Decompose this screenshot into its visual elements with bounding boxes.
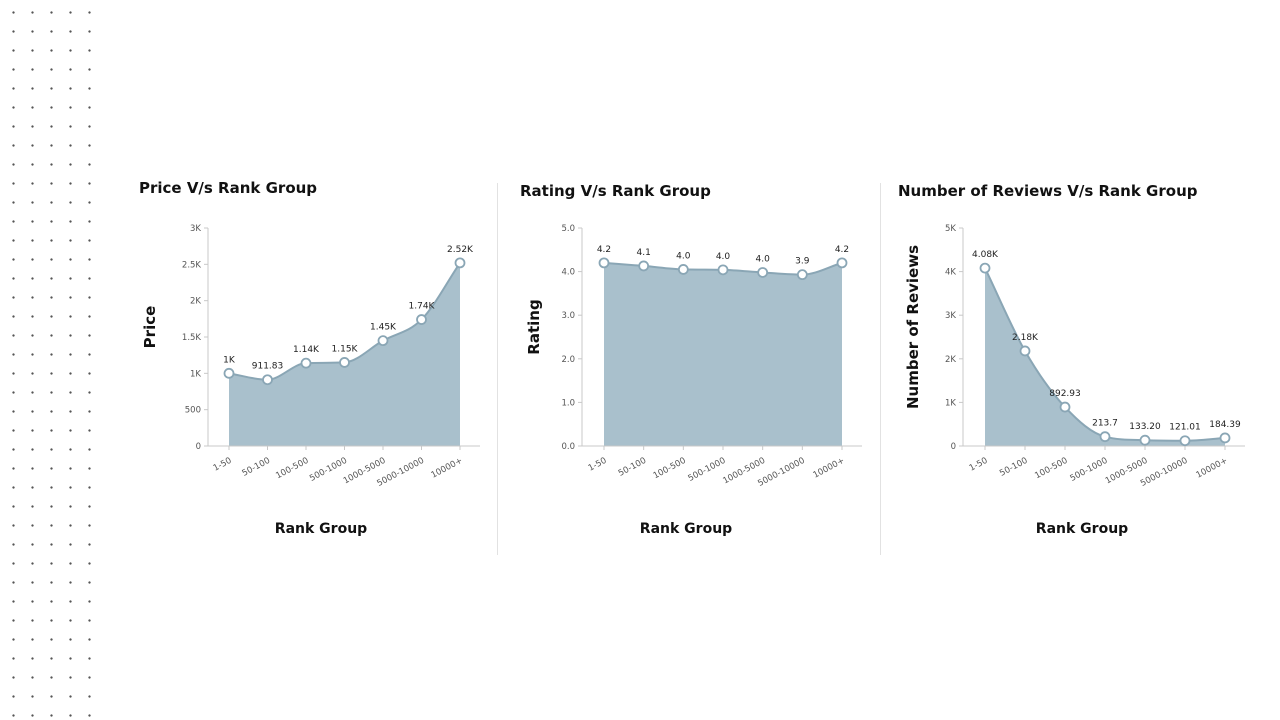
y-axis-title: Rating [525, 299, 543, 354]
y-tick-label: 1.0 [561, 398, 575, 408]
data-point [677, 264, 689, 275]
x-tick-label: 10000+ [430, 456, 465, 481]
series-area [985, 268, 1225, 446]
data-point [796, 269, 808, 281]
y-axis-title: Number of Reviews [904, 245, 922, 409]
data-point [1179, 435, 1191, 447]
decorative-dot-grid [0, 0, 100, 720]
data-label: 1K [223, 355, 236, 365]
x-tick-label: 100-500 [1033, 456, 1069, 482]
y-tick-label: 0 [196, 442, 201, 452]
panel-divider [880, 183, 881, 555]
data-point [223, 367, 235, 379]
data-point [262, 374, 273, 386]
y-tick-label: 4.0 [561, 268, 575, 278]
data-label: 2.18K [1012, 333, 1039, 343]
x-axis-title: Rank Group [1036, 521, 1128, 537]
data-label: 4.2 [835, 245, 849, 255]
data-label: 1.45K [370, 323, 397, 333]
y-tick-label: 2K [945, 355, 956, 365]
data-label: 2.52K [447, 245, 474, 255]
x-tick-label: 1-50 [587, 456, 609, 474]
data-point [757, 267, 769, 278]
x-axis-title: Rank Group [640, 521, 732, 537]
data-point [1139, 434, 1151, 446]
data-label: 4.0 [716, 252, 731, 262]
data-point [416, 314, 427, 325]
data-point [1019, 345, 1031, 357]
y-tick-label: 0 [951, 442, 956, 452]
y-tick-label: 3K [945, 311, 956, 321]
chart-title-reviews: Number of Reviews V/s Rank Group [898, 182, 1198, 200]
data-label: 911.83 [252, 362, 284, 372]
x-axis-title: Rank Group [275, 521, 367, 537]
data-label: 1.14K [293, 345, 320, 355]
data-point [1219, 432, 1231, 444]
data-point [377, 335, 389, 347]
data-point [836, 257, 848, 269]
chart-title-rating: Rating V/s Rank Group [520, 182, 711, 200]
y-axis-title: Price [141, 306, 159, 349]
data-label: 213.7 [1092, 419, 1118, 429]
data-point [1099, 431, 1111, 443]
y-tick-label: 4K [945, 268, 956, 278]
data-point [300, 357, 312, 369]
y-tick-label: 1.5K [182, 333, 202, 343]
y-tick-label: 3K [190, 224, 201, 234]
x-tick-label: 50-100 [241, 456, 272, 479]
x-tick-label: 500-1000 [1069, 456, 1110, 484]
data-label: 3.9 [795, 257, 810, 267]
x-tick-label: 1-50 [212, 456, 234, 474]
data-point [717, 264, 729, 276]
chart-title-price: Price V/s Rank Group [139, 179, 318, 197]
y-tick-label: 5K [945, 224, 956, 234]
data-point [598, 257, 610, 269]
data-label: 4.1 [637, 248, 651, 258]
series-area [229, 262, 460, 446]
data-point [339, 357, 350, 368]
x-tick-label: 10000+ [1195, 456, 1230, 481]
y-tick-label: 500 [185, 406, 201, 416]
x-tick-label: 50-100 [617, 456, 648, 479]
data-point [1059, 401, 1071, 413]
x-tick-label: 1-50 [968, 456, 990, 474]
data-label: 4.2 [597, 245, 611, 255]
data-label: 4.0 [676, 251, 691, 261]
data-point [979, 262, 991, 274]
data-point [454, 257, 466, 269]
data-label: 1.74K [409, 302, 436, 312]
x-tick-label: 100-500 [274, 456, 310, 482]
y-tick-label: 0.0 [561, 442, 575, 452]
data-label: 121.01 [1169, 423, 1201, 433]
panel-divider [497, 183, 498, 555]
data-label: 892.93 [1049, 389, 1081, 399]
x-tick-label: 100-500 [652, 456, 688, 482]
data-label: 133.20 [1129, 422, 1161, 432]
x-tick-label: 50-100 [998, 456, 1029, 479]
y-tick-label: 2.0 [561, 355, 575, 365]
x-tick-label: 10000+ [812, 456, 847, 481]
data-label: 1.15K [332, 344, 359, 354]
y-tick-label: 1K [190, 369, 201, 379]
y-tick-label: 5.0 [561, 224, 575, 234]
data-label: 4.0 [756, 254, 771, 264]
series-area [604, 262, 842, 446]
y-tick-label: 2.5K [182, 260, 202, 270]
data-label: 184.39 [1209, 420, 1241, 430]
x-tick-label: 500-1000 [687, 456, 728, 484]
y-tick-label: 2K [190, 297, 201, 307]
y-tick-label: 1K [945, 398, 956, 408]
data-point [638, 260, 650, 272]
data-label: 4.08K [972, 250, 999, 260]
y-tick-label: 3.0 [561, 311, 575, 321]
